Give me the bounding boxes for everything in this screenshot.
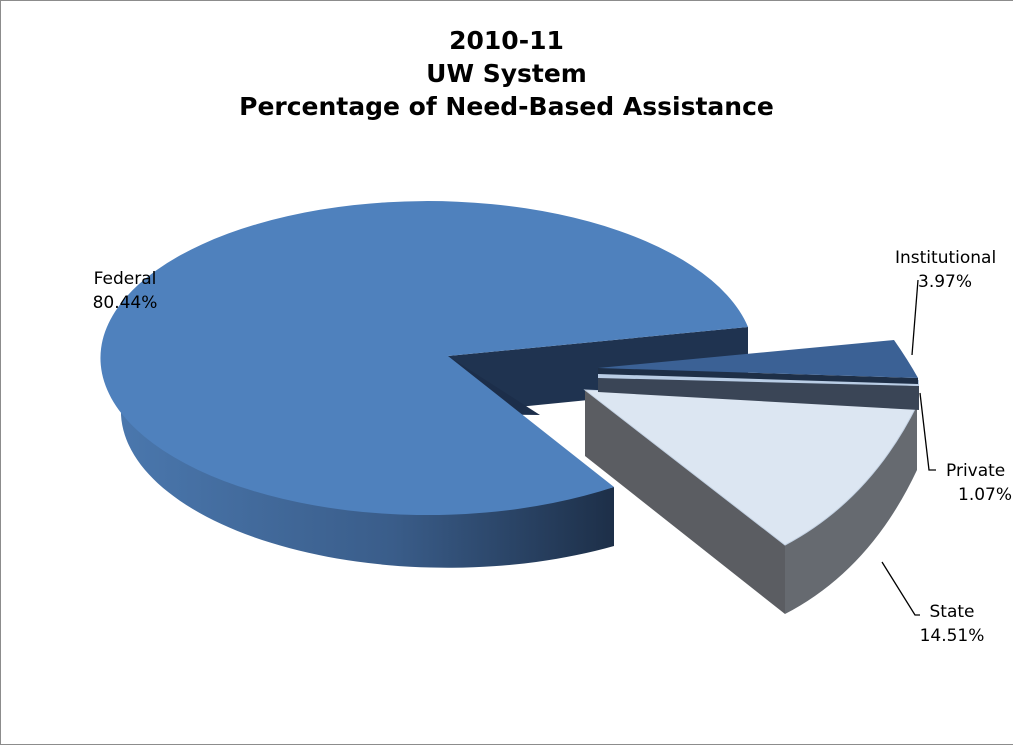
slice-state-face [585, 390, 785, 614]
slice-institutional-side [598, 368, 918, 384]
slice-state-side [785, 405, 917, 614]
slice-state [583, 389, 918, 614]
slice-private-side [598, 373, 919, 410]
label-institutional: Institutional 3.97% [895, 248, 996, 292]
label-state-name: State [930, 602, 975, 622]
title-line-system: UW System [426, 59, 587, 88]
label-private-name: Private [946, 461, 1005, 481]
label-federal: Federal 80.44% [93, 269, 158, 313]
leader-line-private [919, 392, 936, 471]
label-private-value: 1.07% [958, 485, 1012, 505]
label-institutional-value: 3.97% [918, 272, 972, 292]
label-federal-name: Federal [94, 269, 157, 289]
slice-state-top [583, 389, 918, 546]
slice-institutional [598, 340, 918, 384]
label-state: State 14.51% [920, 602, 985, 646]
title-line-year: 2010-11 [449, 26, 564, 55]
slice-institutional-top [598, 340, 918, 378]
slice-federal-top [100, 201, 748, 516]
slice-federal-side [121, 356, 614, 568]
label-federal-value: 80.44% [93, 293, 158, 313]
label-institutional-name: Institutional [895, 248, 996, 268]
label-private: Private 1.07% [946, 461, 1012, 505]
chart-title: 2010-11 UW System Percentage of Need-Bas… [0, 24, 1013, 123]
title-line-subject: Percentage of Need-Based Assistance [239, 92, 774, 121]
label-state-value: 14.51% [920, 626, 985, 646]
leader-line-institutional [911, 279, 919, 356]
leader-line-state [881, 561, 920, 616]
